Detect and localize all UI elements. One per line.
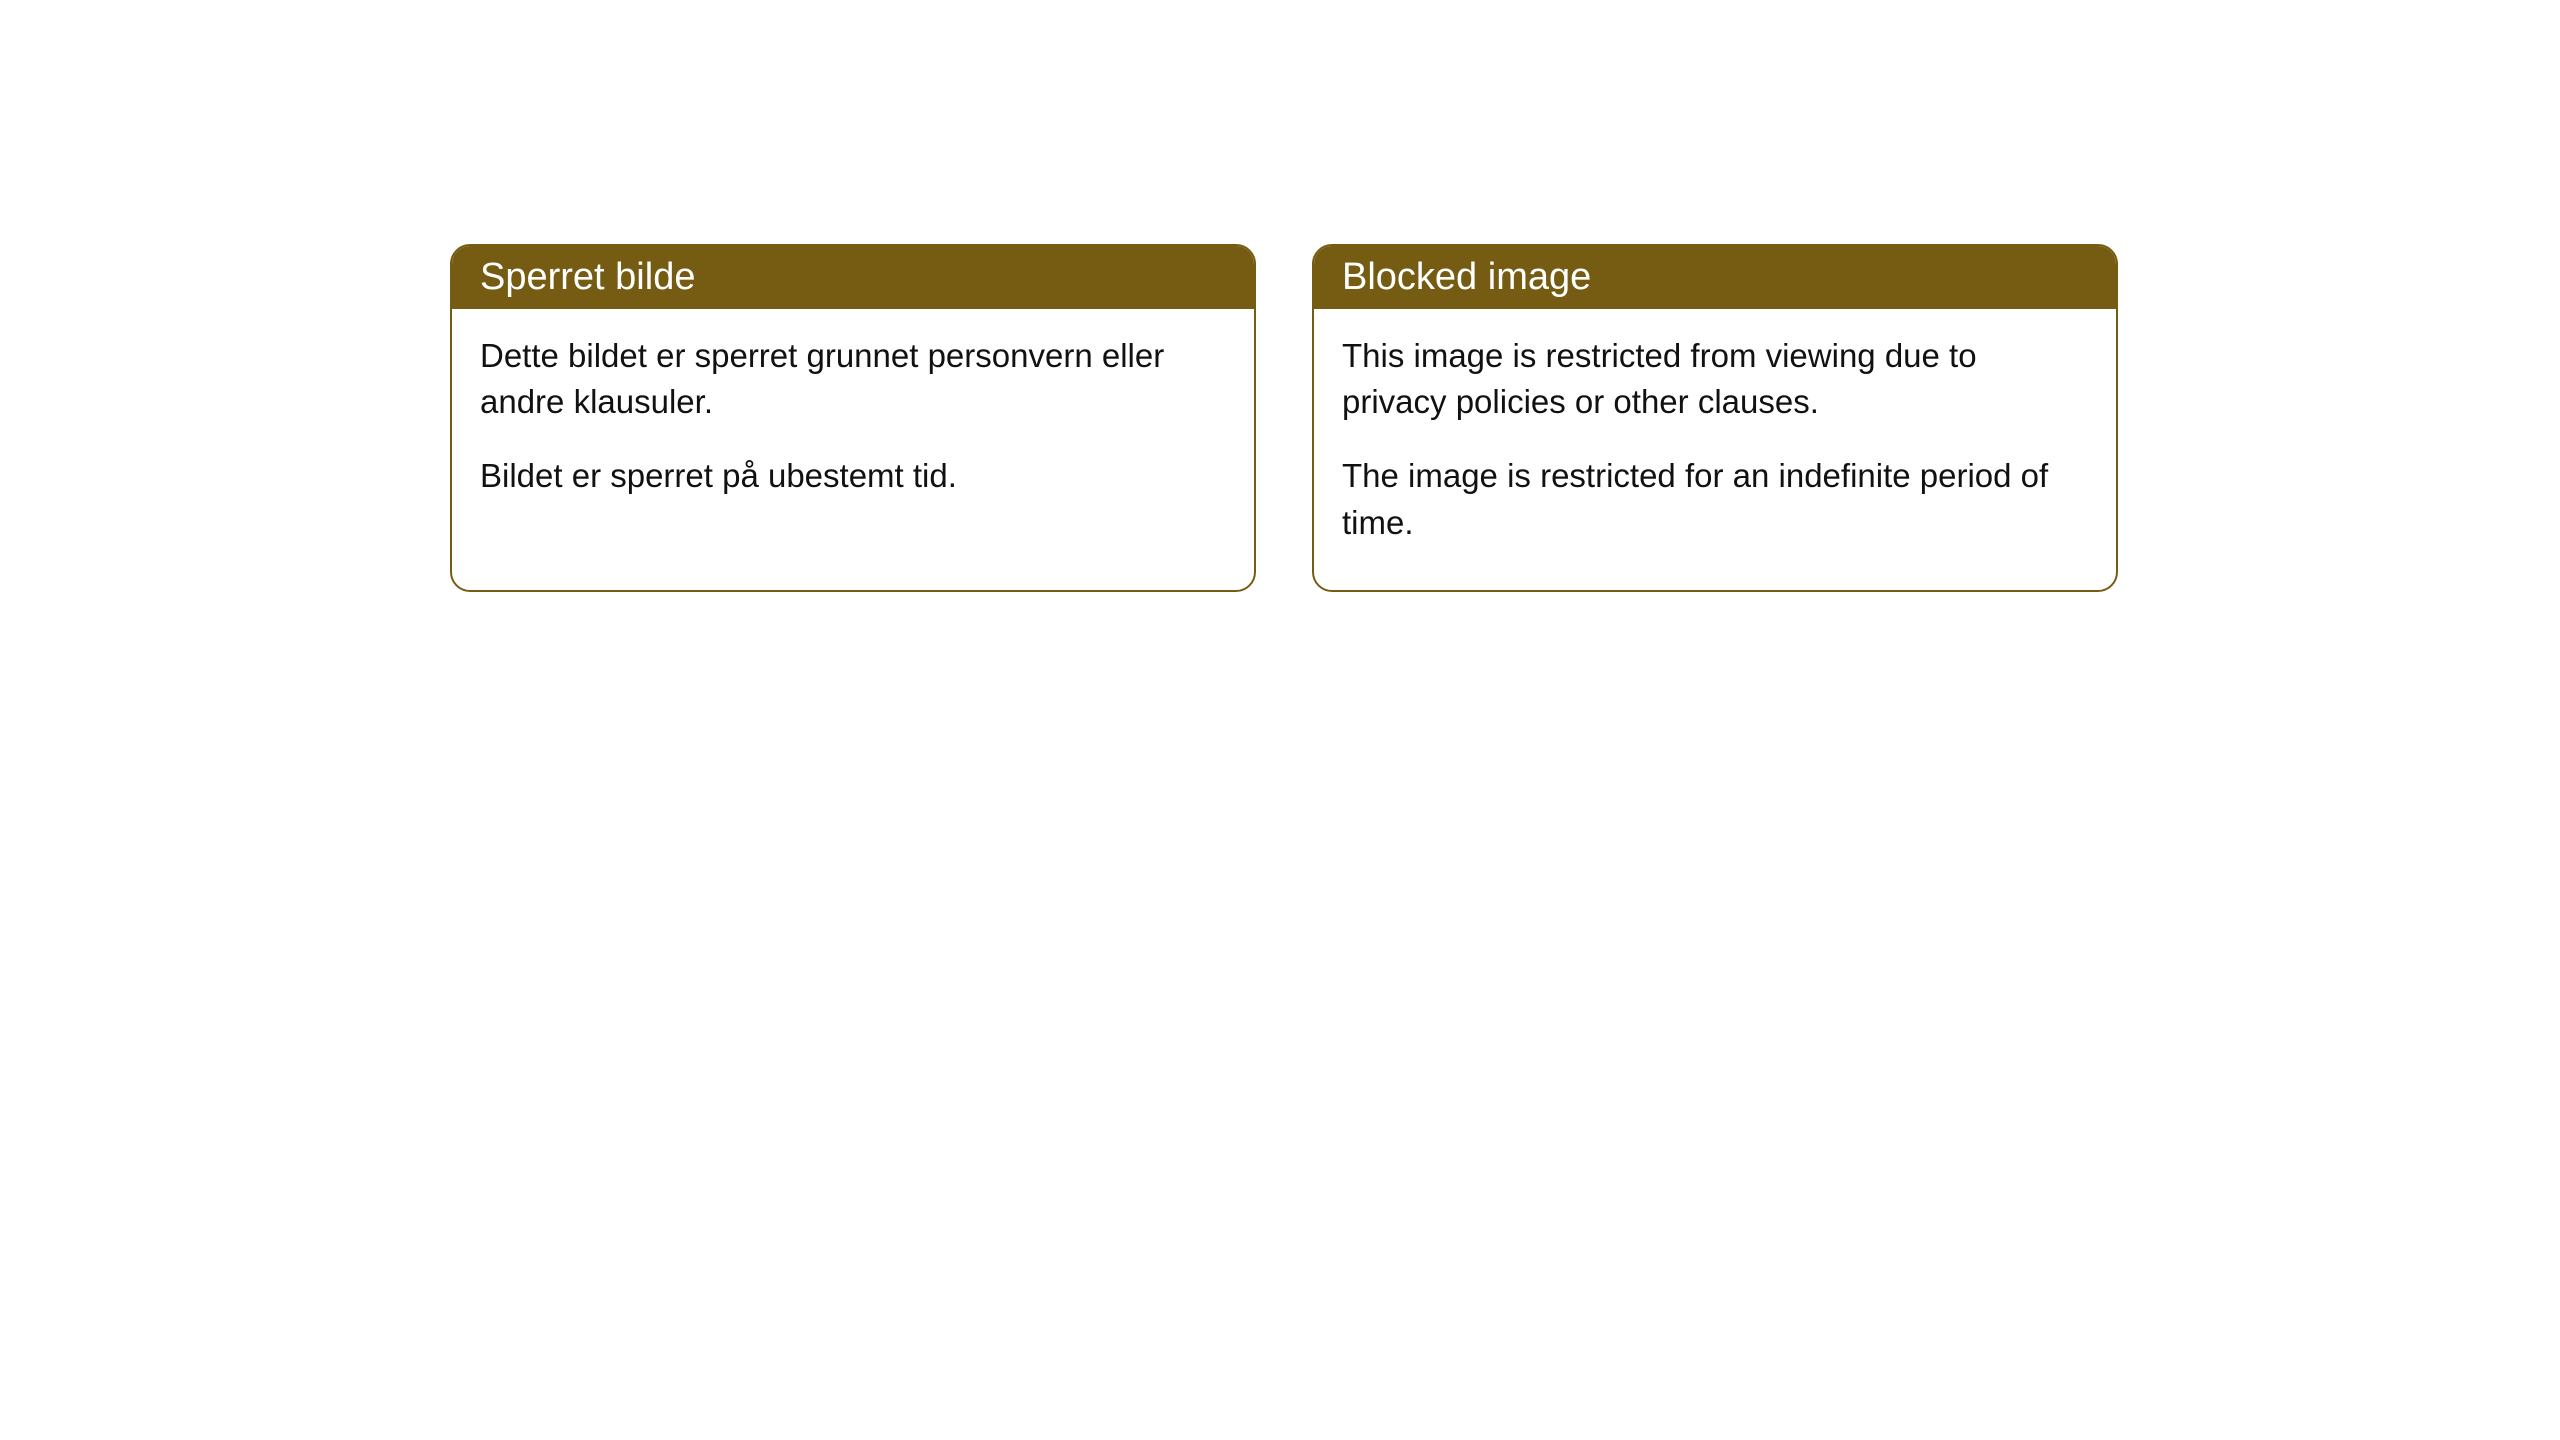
notice-paragraph: Bildet er sperret på ubestemt tid. [480, 453, 1226, 499]
card-body-norwegian: Dette bildet er sperret grunnet personve… [452, 309, 1254, 544]
notice-card-norwegian: Sperret bilde Dette bildet er sperret gr… [450, 244, 1256, 592]
notice-paragraph: Dette bildet er sperret grunnet personve… [480, 333, 1226, 425]
card-body-english: This image is restricted from viewing du… [1314, 309, 2116, 590]
notice-card-english: Blocked image This image is restricted f… [1312, 244, 2118, 592]
card-header-english: Blocked image [1314, 246, 2116, 309]
notice-paragraph: The image is restricted for an indefinit… [1342, 453, 2088, 545]
notice-paragraph: This image is restricted from viewing du… [1342, 333, 2088, 425]
card-header-norwegian: Sperret bilde [452, 246, 1254, 309]
notice-container: Sperret bilde Dette bildet er sperret gr… [450, 244, 2118, 592]
